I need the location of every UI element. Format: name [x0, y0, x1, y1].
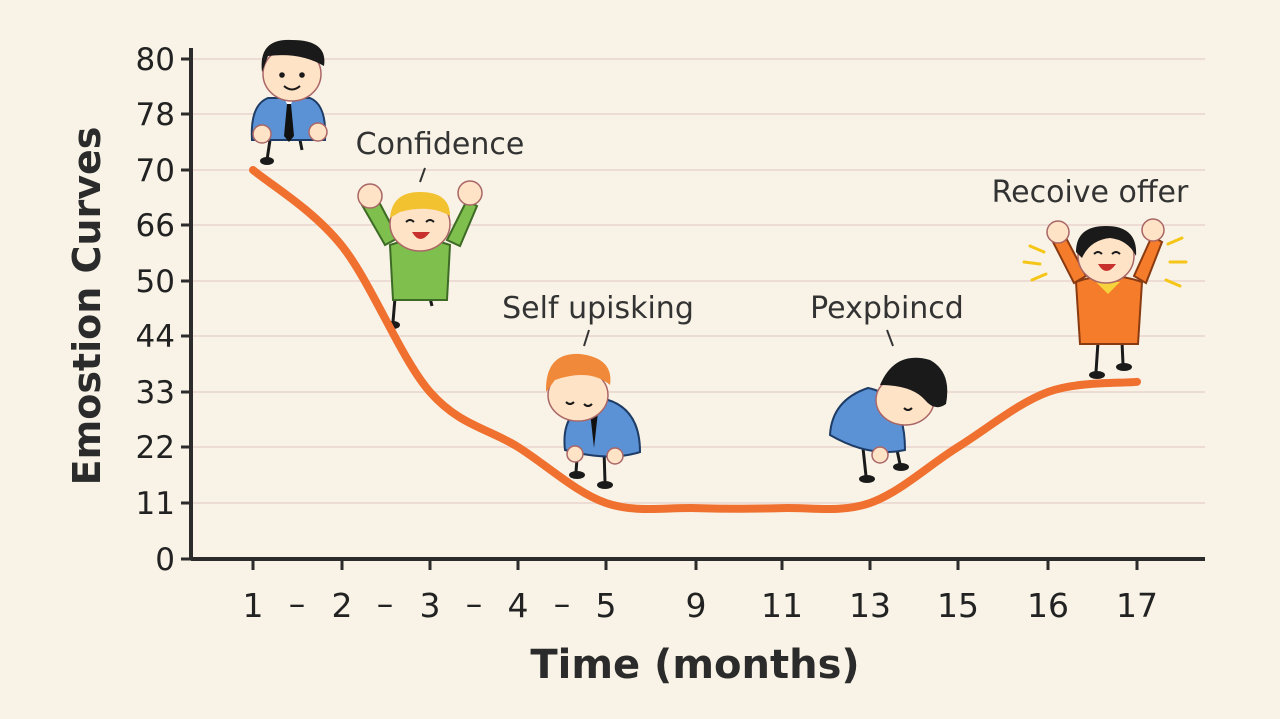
annotation-label: Pexpbincd: [810, 291, 964, 326]
x-tick-label: 11: [761, 586, 803, 625]
x-tick-label: 2: [332, 586, 353, 625]
x-tick-separator: –: [554, 584, 571, 623]
x-tick-separator: –: [466, 584, 483, 623]
x-tick-label: 1: [243, 586, 264, 625]
y-tick-label: 78: [136, 97, 175, 133]
y-tick-label: 33: [136, 375, 175, 411]
x-axis-title: Time (months): [530, 642, 859, 688]
celebrating-girl-icon: [1022, 218, 1188, 379]
annotation-leader-line: [583, 329, 590, 347]
emotion-curve-line: [249, 166, 1141, 514]
bowing-man-icon: [828, 357, 948, 483]
slumped-man-icon: [545, 353, 642, 489]
annotation-leaders: [419, 167, 894, 347]
celebration-burst-line: [1030, 272, 1048, 282]
annotation-label: Recoive offer: [992, 175, 1189, 210]
y-axis-ticks: 0 11 22 33 44 50 66 70 78 80: [136, 42, 191, 578]
x-tick-label: 13: [849, 586, 891, 625]
axes: [189, 48, 1205, 561]
cheering-boy-icon: [357, 180, 483, 329]
y-tick-label: 44: [136, 319, 175, 355]
character-figures: [250, 39, 1188, 489]
x-tick-label: 9: [686, 586, 707, 625]
x-tick-label: 15: [937, 586, 979, 625]
annotation-label: Confidence: [356, 127, 525, 162]
x-axis-ticks: 1 2 3 4 5 9 11 13 15 16 17 – – – –: [243, 559, 1158, 625]
annotations: Confidence Self upisking Pexpbincd Recoive …: [356, 127, 1189, 326]
y-tick-label: 11: [136, 486, 175, 522]
celebration-burst-line: [1022, 260, 1042, 266]
y-axis-title: Emostion Curves: [65, 127, 109, 486]
x-tick-label: 4: [508, 586, 529, 625]
x-tick-label: 16: [1027, 586, 1069, 625]
celebration-burst-line: [1166, 236, 1184, 246]
celebration-burst-line: [1028, 244, 1046, 254]
y-tick-label: 50: [136, 264, 175, 300]
y-tick-label: 66: [136, 208, 175, 244]
x-tick-separator: –: [377, 584, 394, 623]
x-tick-label: 5: [596, 586, 617, 625]
x-tick-label: 17: [1116, 586, 1158, 625]
annotation-leader-line: [886, 329, 894, 347]
grid: [191, 58, 1205, 504]
y-tick-label: 70: [136, 153, 175, 189]
y-tick-label: 22: [136, 430, 175, 466]
annotation-label: Self upisking: [502, 291, 694, 326]
businessman-icon: [250, 39, 328, 165]
celebration-burst-line: [1164, 278, 1182, 288]
y-tick-label: 80: [136, 42, 175, 78]
y-tick-label: 0: [155, 542, 175, 578]
x-tick-separator: –: [289, 584, 306, 623]
x-tick-label: 3: [420, 586, 441, 625]
annotation-leader-line: [419, 167, 426, 183]
